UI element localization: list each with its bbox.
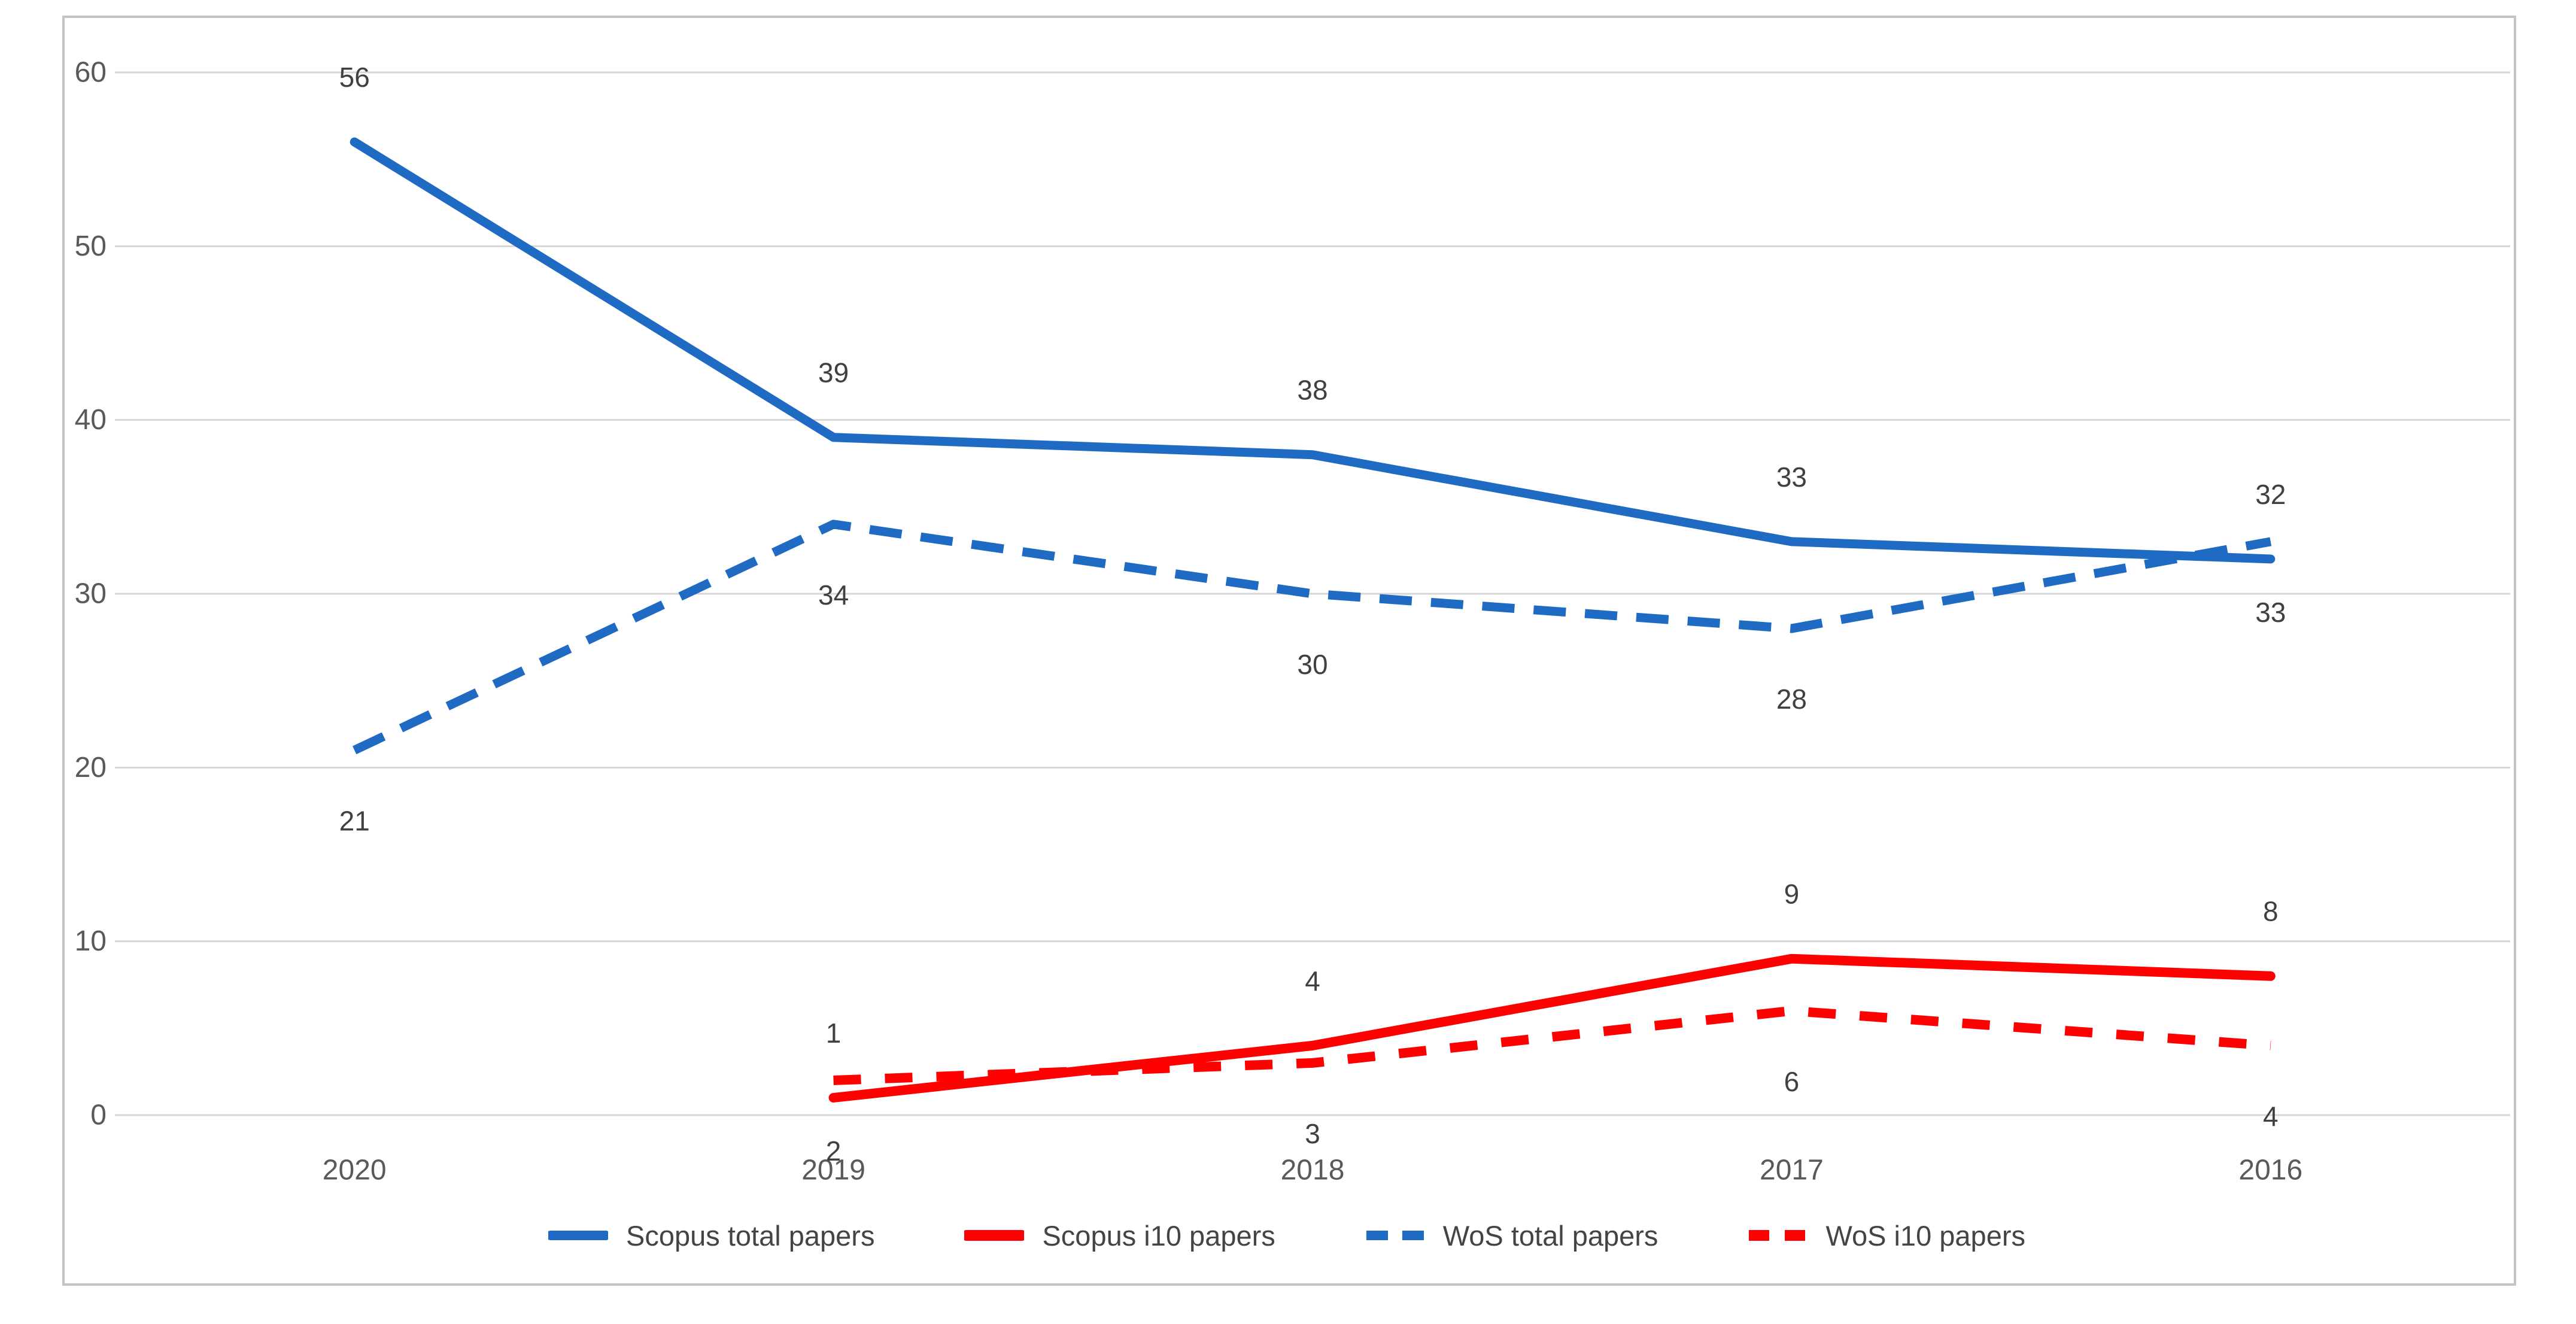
y-tick-label: 10 bbox=[75, 925, 107, 957]
data-label-wos-i10-papers-2016: 4 bbox=[2263, 1101, 2279, 1132]
data-label-wos-total-papers-2019: 34 bbox=[818, 579, 849, 611]
y-tick-label: 50 bbox=[75, 230, 107, 262]
y-tick-label: 40 bbox=[75, 404, 107, 436]
legend-item-scopus-total-papers: Scopus total papers bbox=[548, 1219, 874, 1252]
chart-legend: Scopus total papers Scopus i10 papers Wo… bbox=[66, 1200, 2508, 1271]
legend-label: WoS i10 papers bbox=[1825, 1219, 2025, 1252]
x-axis-label: 2019 bbox=[801, 1155, 865, 1186]
series-line-wos-total-papers bbox=[353, 520, 2272, 755]
legend-label: WoS total papers bbox=[1442, 1219, 1658, 1252]
series-line-wos-i10-papers bbox=[833, 1006, 2271, 1085]
x-axis-label: 2020 bbox=[323, 1155, 387, 1186]
x-axis-label: 2018 bbox=[1281, 1155, 1345, 1186]
legend-label: Scopus total papers bbox=[626, 1219, 875, 1252]
x-axis-label: 2017 bbox=[1760, 1155, 1824, 1186]
data-label-wos-total-papers-2017: 28 bbox=[1776, 684, 1807, 715]
data-label-wos-total-papers-2016: 33 bbox=[2255, 597, 2286, 628]
data-label-scopus-total-papers-2017: 33 bbox=[1776, 461, 1807, 493]
y-tick-label: 20 bbox=[75, 752, 107, 784]
y-tick-label: 0 bbox=[90, 1100, 107, 1131]
data-label-wos-total-papers-2018: 30 bbox=[1297, 649, 1328, 680]
data-label-scopus-total-papers-2020: 56 bbox=[339, 62, 370, 93]
y-tick-label: 30 bbox=[75, 578, 107, 610]
figure-frame bbox=[62, 16, 2516, 1286]
data-label-scopus-total-papers-2019: 39 bbox=[818, 357, 849, 388]
legend-item-wos-total-papers: WoS total papers bbox=[1365, 1219, 1658, 1252]
data-label-scopus-i10-papers-2018: 4 bbox=[1305, 965, 1320, 997]
x-axis-label: 2016 bbox=[2238, 1155, 2302, 1186]
data-label-scopus-total-papers-2016: 32 bbox=[2255, 479, 2286, 510]
data-label-wos-i10-papers-2019: 2 bbox=[826, 1135, 842, 1167]
data-label-wos-i10-papers-2018: 3 bbox=[1305, 1118, 1320, 1149]
series-line-scopus-total-papers bbox=[350, 137, 2276, 564]
legend-swatch-dashed-blue-line bbox=[1366, 1231, 1424, 1240]
data-label-wos-total-papers-2020: 21 bbox=[339, 805, 370, 836]
legend-swatch-solid-red-line bbox=[964, 1230, 1025, 1241]
data-label-scopus-i10-papers-2016: 8 bbox=[2263, 896, 2279, 927]
legend-label: Scopus i10 papers bbox=[1042, 1219, 1275, 1252]
series-line-scopus-i10-papers bbox=[828, 953, 2276, 1103]
data-label-scopus-i10-papers-2019: 1 bbox=[826, 1018, 842, 1049]
legend-item-wos-i10-papers: WoS i10 papers bbox=[1748, 1219, 2025, 1252]
y-tick-label: 60 bbox=[75, 57, 107, 89]
data-label-scopus-total-papers-2018: 38 bbox=[1297, 375, 1328, 406]
legend-swatch-dashed-red-line bbox=[1749, 1230, 1807, 1241]
data-label-wos-i10-papers-2017: 6 bbox=[1784, 1066, 1800, 1097]
legend-item-scopus-i10-papers: Scopus i10 papers bbox=[964, 1219, 1275, 1252]
legend-swatch-solid-blue-line bbox=[548, 1231, 609, 1240]
data-label-scopus-i10-papers-2017: 9 bbox=[1784, 879, 1800, 910]
